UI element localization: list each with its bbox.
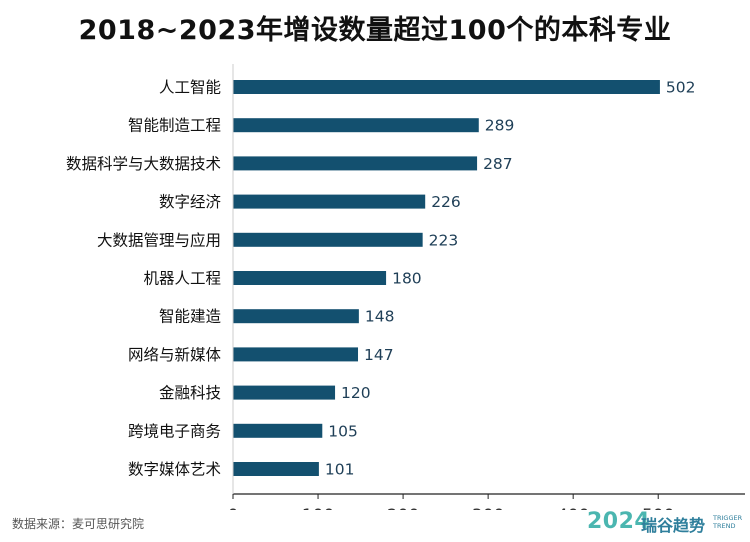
bar — [233, 347, 359, 362]
brand-english-line2: TREND — [713, 522, 736, 530]
source-note: 数据来源：麦可思研究院 — [12, 517, 145, 531]
x-tick-label: 500 — [642, 506, 674, 510]
bar — [233, 385, 336, 400]
category-label: 大数据管理与应用 — [97, 230, 221, 249]
value-label: 226 — [431, 193, 461, 211]
category-label: 智能建造 — [159, 308, 222, 326]
category-label: 数据科学与大数据技术 — [66, 155, 221, 173]
chart-title: 2018~2023年增设数量超过100个的本科专业 — [78, 15, 672, 46]
category-label: 数字媒体艺术 — [128, 461, 221, 479]
value-label: 180 — [392, 270, 422, 288]
brand-logo: 2024 瑞谷趋势 TRIGGER TREND — [587, 509, 747, 539]
brand-english-line1: TRIGGER — [713, 514, 743, 522]
bar — [233, 232, 423, 247]
x-tick-label: 400 — [557, 506, 589, 510]
x-tick-label: 0 — [228, 506, 239, 510]
category-label: 人工智能 — [159, 79, 221, 97]
category-label: 金融科技 — [159, 384, 221, 402]
category-label: 机器人工程 — [143, 270, 221, 288]
category-label: 网络与新媒体 — [128, 346, 222, 364]
value-label: 105 — [328, 422, 358, 440]
bar — [233, 80, 660, 94]
value-label: 502 — [666, 79, 696, 97]
bar — [233, 462, 319, 476]
category-label: 智能制造工程 — [128, 117, 221, 135]
value-label: 101 — [325, 461, 355, 479]
value-label: 287 — [483, 155, 513, 173]
value-label: 223 — [429, 231, 459, 249]
x-tick-label: 200 — [387, 506, 419, 510]
category-label: 数字经济 — [159, 193, 222, 211]
x-tick-label: 300 — [472, 506, 504, 510]
brand-year: 2024 — [587, 509, 651, 534]
bar — [233, 194, 426, 209]
value-label: 147 — [364, 346, 394, 364]
bar — [233, 423, 323, 438]
bar — [233, 271, 387, 285]
value-label: 120 — [341, 384, 371, 402]
value-label: 148 — [365, 308, 395, 326]
bar — [233, 118, 479, 133]
bar — [233, 156, 478, 171]
category-label: 跨境电子商务 — [128, 421, 221, 440]
bar-chart: 人工智能 502 智能制造工程 289 数据科学与大数据技术 287 数字经济 226 大数据管… — [66, 64, 745, 510]
brand-english: TRIGGER TREND — [713, 514, 750, 530]
bar — [233, 309, 359, 324]
brand-name: 瑞谷趋势 — [641, 516, 706, 535]
x-tick-label: 100 — [302, 506, 334, 510]
value-label: 289 — [485, 117, 515, 135]
